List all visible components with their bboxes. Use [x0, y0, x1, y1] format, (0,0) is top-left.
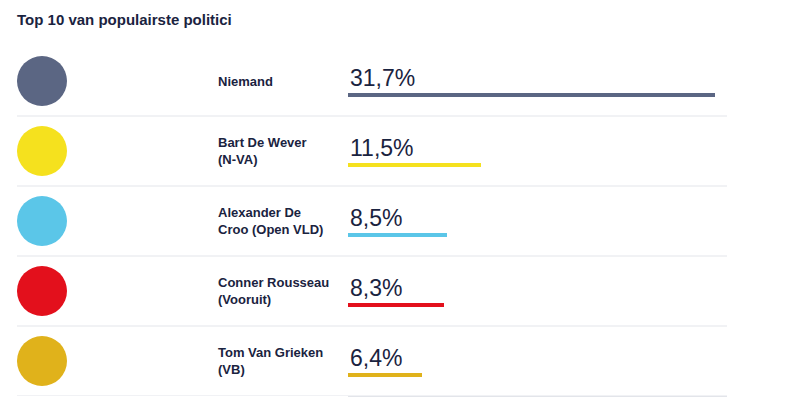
svg-text:8,5%: 8,5%: [350, 205, 402, 231]
svg-text:11,5%: 11,5%: [350, 135, 414, 161]
svg-text:Niemand: Niemand: [218, 74, 273, 89]
svg-text:31,7%: 31,7%: [350, 65, 415, 91]
svg-text:Tom Van Grieken(VB): Tom Van Grieken(VB): [218, 345, 323, 377]
svg-text:Alexander DeCroo (Open VLD): Alexander DeCroo (Open VLD): [218, 205, 323, 237]
svg-text:Top 10 van populairste politic: Top 10 van populairste politici: [17, 11, 232, 28]
svg-text:8,3%: 8,3%: [350, 275, 402, 301]
svg-text:Bart De Wever(N-VA): Bart De Wever(N-VA): [218, 135, 307, 167]
svg-text:6,4%: 6,4%: [350, 345, 402, 371]
svg-text:Conner Rousseau(Vooruit): Conner Rousseau(Vooruit): [218, 275, 329, 307]
